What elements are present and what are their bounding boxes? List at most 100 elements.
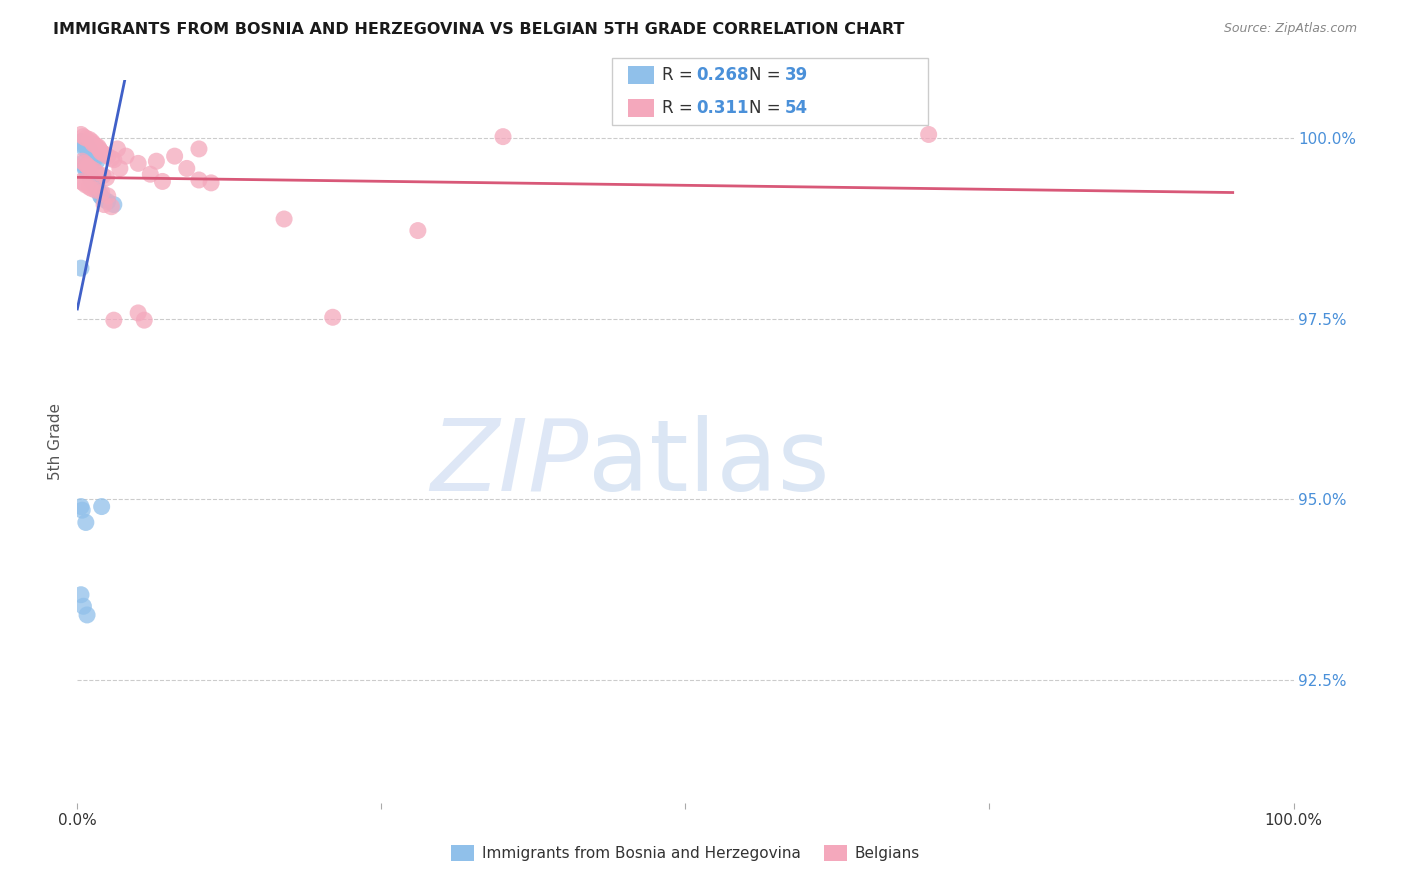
Point bbox=[86, 181, 108, 195]
Point bbox=[76, 159, 98, 173]
Point bbox=[72, 599, 94, 614]
Point bbox=[70, 500, 93, 514]
Point bbox=[70, 156, 93, 170]
Point bbox=[107, 142, 129, 156]
Point bbox=[70, 174, 93, 188]
Text: N =: N = bbox=[749, 66, 786, 84]
Point bbox=[84, 183, 107, 197]
Point bbox=[90, 186, 112, 200]
Point bbox=[188, 173, 211, 187]
Point bbox=[83, 176, 105, 190]
Text: 54: 54 bbox=[785, 99, 807, 117]
Point bbox=[79, 132, 101, 146]
Point bbox=[134, 313, 156, 327]
Point bbox=[100, 200, 122, 214]
Point bbox=[127, 156, 149, 170]
Point bbox=[77, 166, 100, 180]
Text: IMMIGRANTS FROM BOSNIA AND HERZEGOVINA VS BELGIAN 5TH GRADE CORRELATION CHART: IMMIGRANTS FROM BOSNIA AND HERZEGOVINA V… bbox=[53, 22, 905, 37]
Point bbox=[70, 588, 93, 602]
Point bbox=[152, 174, 174, 188]
Text: 39: 39 bbox=[785, 66, 808, 84]
Point bbox=[176, 161, 198, 176]
Point bbox=[79, 180, 101, 194]
Point bbox=[103, 313, 125, 327]
Point bbox=[86, 154, 108, 169]
Point bbox=[82, 136, 104, 151]
Point bbox=[72, 176, 94, 190]
Point bbox=[89, 186, 111, 200]
Point bbox=[93, 197, 115, 211]
Point bbox=[70, 154, 93, 169]
Point bbox=[90, 500, 112, 514]
Point bbox=[93, 147, 115, 161]
Text: 0.268: 0.268 bbox=[696, 66, 748, 84]
Point bbox=[918, 128, 941, 142]
Point bbox=[90, 145, 112, 160]
Point bbox=[72, 138, 94, 153]
Point bbox=[76, 161, 98, 176]
Point bbox=[79, 144, 101, 158]
Legend: Immigrants from Bosnia and Herzegovina, Belgians: Immigrants from Bosnia and Herzegovina, … bbox=[446, 839, 925, 867]
Point bbox=[90, 190, 112, 204]
Point bbox=[108, 161, 131, 176]
Point bbox=[75, 163, 97, 178]
Point bbox=[75, 178, 97, 192]
Point bbox=[77, 160, 100, 174]
Point bbox=[72, 129, 94, 144]
Point bbox=[80, 135, 103, 149]
Point bbox=[100, 151, 122, 165]
Point bbox=[93, 193, 115, 207]
Text: N =: N = bbox=[749, 99, 786, 117]
Point bbox=[91, 169, 114, 183]
Point bbox=[188, 142, 211, 156]
Text: R =: R = bbox=[662, 66, 699, 84]
Point bbox=[70, 503, 93, 517]
Point bbox=[73, 160, 96, 174]
Point bbox=[97, 149, 120, 163]
Text: ZIP: ZIP bbox=[430, 415, 588, 512]
Point bbox=[80, 147, 103, 161]
Point bbox=[73, 156, 96, 170]
Point bbox=[163, 149, 186, 163]
Point bbox=[79, 169, 101, 183]
Point bbox=[97, 194, 120, 209]
Point bbox=[80, 170, 103, 185]
Point bbox=[80, 161, 103, 176]
Point bbox=[86, 166, 108, 180]
Point bbox=[83, 163, 105, 178]
Point bbox=[103, 197, 125, 211]
Point bbox=[84, 151, 107, 165]
Point bbox=[89, 189, 111, 203]
Point bbox=[139, 167, 162, 181]
Point bbox=[89, 144, 111, 158]
Point bbox=[87, 183, 110, 197]
Point bbox=[70, 135, 93, 149]
Point bbox=[115, 149, 138, 163]
Point bbox=[77, 145, 100, 160]
Point bbox=[75, 136, 97, 151]
Point bbox=[80, 149, 103, 163]
Point bbox=[87, 140, 110, 154]
Point bbox=[75, 131, 97, 145]
Y-axis label: 5th Grade: 5th Grade bbox=[48, 403, 63, 480]
Point bbox=[80, 181, 103, 195]
Point bbox=[273, 212, 295, 227]
Point bbox=[84, 138, 107, 153]
Point bbox=[82, 173, 104, 187]
Text: R =: R = bbox=[662, 99, 699, 117]
Point bbox=[84, 178, 107, 192]
Text: Source: ZipAtlas.com: Source: ZipAtlas.com bbox=[1223, 22, 1357, 36]
Point bbox=[406, 223, 429, 237]
Point bbox=[103, 153, 125, 167]
Text: atlas: atlas bbox=[588, 415, 830, 512]
Point bbox=[200, 176, 222, 190]
Point bbox=[145, 154, 167, 169]
Point bbox=[89, 142, 111, 156]
Point bbox=[73, 142, 96, 156]
Point bbox=[75, 516, 97, 530]
Point bbox=[127, 306, 149, 320]
Point bbox=[76, 607, 98, 622]
Point bbox=[70, 261, 93, 276]
Point bbox=[322, 310, 344, 325]
Point bbox=[70, 128, 93, 142]
